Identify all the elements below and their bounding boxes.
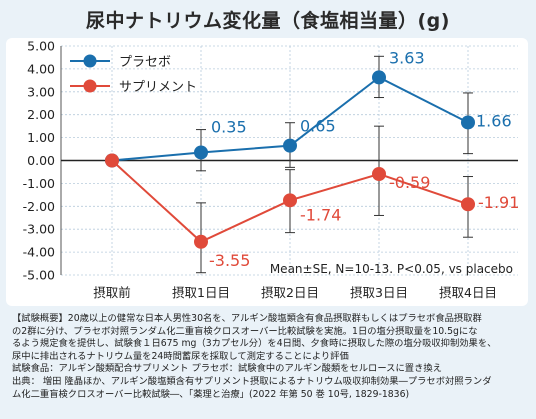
data-label: 0.65 (300, 117, 336, 136)
data-label: -1.74 (300, 205, 341, 224)
chart-panel: 5.00 4.00 3.00 2.00 1.00 0.00 -1.00 -2.00 -3.00 -… (6, 38, 528, 306)
legend-marker (83, 79, 97, 93)
y-tick-label: 4.00 (27, 61, 55, 76)
data-label: 3.63 (389, 48, 425, 67)
data-point (194, 234, 208, 249)
data-point (372, 167, 386, 182)
data-point (283, 138, 297, 153)
y-tick-label: 5.00 (27, 39, 55, 54)
y-tick-label: 0.00 (27, 153, 55, 168)
note-line: 【試験概要】20歳以上の健常な日本人男性30名を、アルギン酸塩類含有食品摂取群も… (12, 313, 482, 324)
data-point (461, 197, 475, 212)
y-tick-label: -3.00 (23, 222, 55, 237)
data-point (105, 153, 119, 168)
y-tick-label: -2.00 (23, 199, 55, 214)
x-tick-label: 摂取3日目 (350, 285, 408, 300)
data-label: -3.55 (209, 251, 250, 270)
x-tick-label: 摂取前 (93, 285, 131, 300)
note-line: 尿中に排出されるナトリウム量を24時間蓄尿を採取して測定することにより評価 (12, 350, 349, 362)
y-tick-label: -5.00 (23, 268, 55, 283)
data-point (372, 70, 386, 85)
x-tick-label: 摂取4日目 (439, 285, 497, 300)
y-tick-label: -1.00 (23, 176, 55, 191)
data-label: -0.59 (389, 173, 430, 192)
note-line: るよう規定食を提供し、試験食１日675 mg（3カプセル分）を4日間、夕食時に摂… (12, 338, 497, 350)
x-tick-label: 摂取2日目 (261, 285, 319, 300)
note-line: 出典： 増田 隆晶ほか、アルギン酸塩類含有サプリメント摂取によるナトリウム吸収抑… (12, 375, 492, 387)
chart-title: 尿中ナトリウム変化量（食塩相当量）(g) (86, 10, 450, 32)
y-tick-label: 2.00 (27, 107, 55, 122)
data-label: 0.35 (211, 117, 247, 136)
stats-annotation: Mean±SE, N=10-13. P<0.05, vs placebo (270, 262, 513, 276)
data-label: -1.91 (478, 193, 519, 212)
line-chart: 5.00 4.00 3.00 2.00 1.00 0.00 -1.00 -2.00 -3.00 -… (23, 39, 520, 301)
note-line: の2群に分け、プラセボ対照ランダム化二重盲検クロスオーバー比較試験を実施。1日の… (12, 325, 478, 337)
x-tick-label: 摂取1日目 (172, 285, 230, 300)
data-label: 1.66 (476, 111, 512, 130)
study-notes: 【試験概要】20歳以上の健常な日本人男性30名を、アルギン酸塩類含有食品摂取群も… (12, 313, 528, 401)
note-line: ム化二重盲検クロスオーバー比較試験―、「薬理と治療」(2022 年第 50 巻 … (12, 388, 410, 400)
data-point (461, 115, 475, 130)
note-line: 試験食品：アルギン酸類配合サプリメント プラセボ：試験食中のアルギン酸類をセルロ… (12, 363, 442, 375)
legend-marker (83, 54, 97, 68)
y-tick-label: -4.00 (23, 245, 55, 260)
data-point (194, 145, 208, 160)
legend-label: プラセボ (119, 55, 171, 70)
y-tick-label: 1.00 (27, 130, 55, 145)
y-tick-label: 3.00 (27, 84, 55, 99)
legend-label: サプリメント (119, 80, 197, 95)
data-point (283, 193, 297, 208)
